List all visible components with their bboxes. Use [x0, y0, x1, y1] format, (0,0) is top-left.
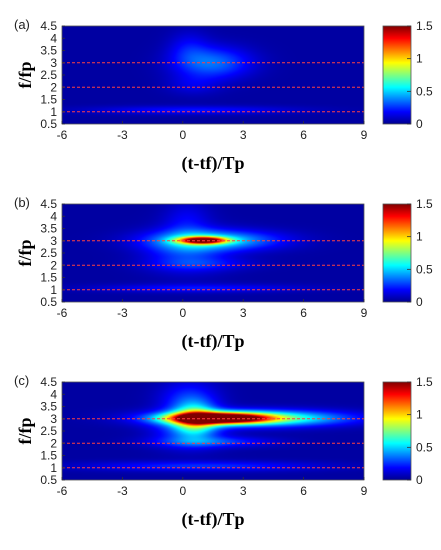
y-tick-label: 1 [50, 461, 57, 475]
x-tick-label: 6 [300, 484, 307, 498]
x-tick-label: 6 [300, 128, 307, 142]
y-tick-label: 4 [50, 387, 57, 401]
heatmap-image [62, 382, 364, 480]
x-axis-label: (t-tf)/Tp [182, 331, 245, 352]
x-tick-label: -6 [57, 484, 68, 498]
x-tick-label: -6 [57, 306, 68, 320]
y-tick-label: 1.5 [40, 271, 57, 285]
colorbar-tick-label: 0.5 [416, 262, 433, 276]
heatmap-image [62, 204, 364, 302]
y-tick-label: 1 [50, 283, 57, 297]
colorbar-tick-label: 0.5 [416, 440, 433, 454]
x-tick-label: -6 [57, 128, 68, 142]
y-axis-label: f/fp [15, 418, 35, 445]
y-tick-label: 3 [50, 412, 57, 426]
y-tick-label: 0.5 [40, 473, 57, 487]
y-tick-label: 3.5 [40, 222, 57, 236]
y-tick-label: 1.5 [40, 449, 57, 463]
y-tick-label: 4 [50, 209, 57, 223]
y-tick-label: 4.5 [40, 197, 57, 211]
colorbar-tick-label: 0 [416, 117, 423, 131]
y-tick-label: 2.5 [40, 246, 57, 260]
x-tick-label: 9 [361, 128, 368, 142]
panel-b: -6 -3 0 3 6 90.511.522.533.544.5(b)(t-tf)/Tpf… [14, 195, 433, 352]
y-axis-label: f/fp [15, 240, 35, 267]
colorbar-tick-label: 1 [416, 52, 423, 66]
colorbar-tick-label: 1.5 [416, 197, 433, 211]
x-tick-label: -3 [117, 128, 128, 142]
y-tick-label: 2 [50, 436, 57, 450]
x-tick-label: 0 [179, 306, 186, 320]
y-tick-label: 3 [50, 56, 57, 70]
colorbar [382, 381, 412, 481]
x-tick-label: -3 [117, 306, 128, 320]
y-tick-label: 4.5 [40, 375, 57, 389]
x-tick-label: -3 [117, 484, 128, 498]
y-tick-label: 1.5 [40, 93, 57, 107]
panel-label: (b) [14, 195, 30, 210]
y-tick-label: 1 [50, 105, 57, 119]
x-tick-label: 9 [361, 484, 368, 498]
colorbar-tick-label: 1.5 [416, 375, 433, 389]
colorbar-tick-label: 0.5 [416, 84, 433, 98]
y-tick-label: 3.5 [40, 400, 57, 414]
y-tick-label: 3 [50, 234, 57, 248]
panel-a: -6 -3 0 3 6 90.511.522.533.544.5(a)(t-tf)/Tpf… [14, 17, 433, 174]
y-tick-label: 2.5 [40, 68, 57, 82]
y-tick-label: 2.5 [40, 424, 57, 438]
colorbar [382, 203, 412, 303]
colorbar-tick-label: 1.5 [416, 19, 433, 33]
x-tick-label: 3 [240, 484, 247, 498]
x-tick-label: 9 [361, 306, 368, 320]
colorbar-tick-label: 1 [416, 230, 423, 244]
colorbar [382, 25, 412, 125]
y-tick-label: 2 [50, 80, 57, 94]
panel-c: -6 -3 0 3 6 90.511.522.533.544.5(c)(t-tf)/Tpf… [14, 373, 433, 530]
y-tick-label: 4.5 [40, 19, 57, 33]
colorbar-tick-label: 0 [416, 295, 423, 309]
y-tick-label: 0.5 [40, 117, 57, 131]
y-tick-label: 4 [50, 31, 57, 45]
colorbar-tick-label: 1 [416, 408, 423, 422]
x-tick-label: 0 [179, 484, 186, 498]
y-tick-label: 3.5 [40, 44, 57, 58]
x-axis-label: (t-tf)/Tp [182, 509, 245, 530]
x-axis-label: (t-tf)/Tp [182, 153, 245, 174]
x-tick-label: 6 [300, 306, 307, 320]
y-axis-label: f/fp [15, 62, 35, 89]
x-tick-label: 3 [240, 128, 247, 142]
y-tick-label: 0.5 [40, 295, 57, 309]
panel-label: (a) [14, 17, 30, 32]
colorbar-tick-label: 0 [416, 473, 423, 487]
heatmap-image [62, 26, 364, 124]
x-tick-label: 0 [179, 128, 186, 142]
panel-label: (c) [14, 373, 29, 388]
y-tick-label: 2 [50, 258, 57, 272]
x-tick-label: 3 [240, 306, 247, 320]
